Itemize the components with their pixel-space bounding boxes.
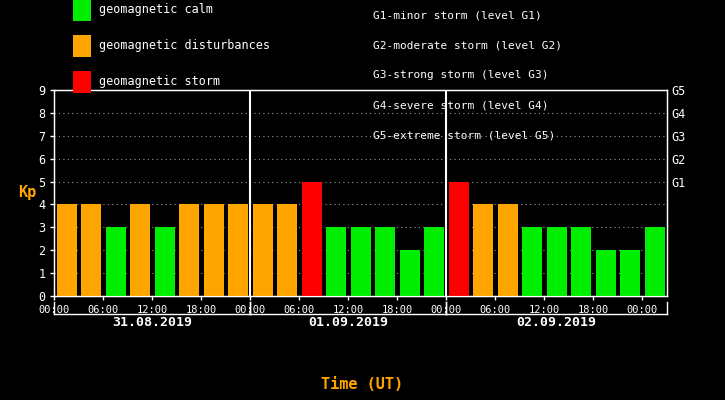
Text: geomagnetic disturbances: geomagnetic disturbances — [99, 40, 270, 52]
Bar — [277, 204, 297, 296]
Bar — [81, 204, 102, 296]
Bar — [522, 227, 542, 296]
Text: G3-strong storm (level G3): G3-strong storm (level G3) — [373, 70, 549, 80]
Bar — [497, 204, 518, 296]
Bar — [375, 227, 395, 296]
Bar — [106, 227, 125, 296]
Text: G2-moderate storm (level G2): G2-moderate storm (level G2) — [373, 40, 563, 50]
Bar — [547, 227, 567, 296]
Bar — [424, 227, 444, 296]
Text: 31.08.2019: 31.08.2019 — [112, 316, 192, 328]
Text: 01.09.2019: 01.09.2019 — [308, 316, 389, 328]
Bar — [449, 182, 469, 296]
Bar — [179, 204, 199, 296]
Bar — [645, 227, 665, 296]
Bar — [620, 250, 640, 296]
Y-axis label: Kp: Kp — [18, 186, 36, 200]
Bar — [228, 204, 248, 296]
Bar — [302, 182, 322, 296]
Text: 02.09.2019: 02.09.2019 — [517, 316, 597, 328]
Bar — [130, 204, 150, 296]
Bar — [204, 204, 224, 296]
Bar — [571, 227, 592, 296]
Text: G5-extreme storm (level G5): G5-extreme storm (level G5) — [373, 130, 555, 140]
Bar — [252, 204, 273, 296]
Text: G1-minor storm (level G1): G1-minor storm (level G1) — [373, 10, 542, 20]
Bar — [351, 227, 370, 296]
Text: geomagnetic storm: geomagnetic storm — [99, 76, 220, 88]
Text: G4-severe storm (level G4): G4-severe storm (level G4) — [373, 100, 549, 110]
Bar — [596, 250, 616, 296]
Bar — [154, 227, 175, 296]
Bar — [473, 204, 493, 296]
Bar — [326, 227, 347, 296]
Bar — [57, 204, 77, 296]
Text: geomagnetic calm: geomagnetic calm — [99, 4, 213, 16]
Text: Time (UT): Time (UT) — [321, 377, 404, 392]
Bar — [399, 250, 420, 296]
